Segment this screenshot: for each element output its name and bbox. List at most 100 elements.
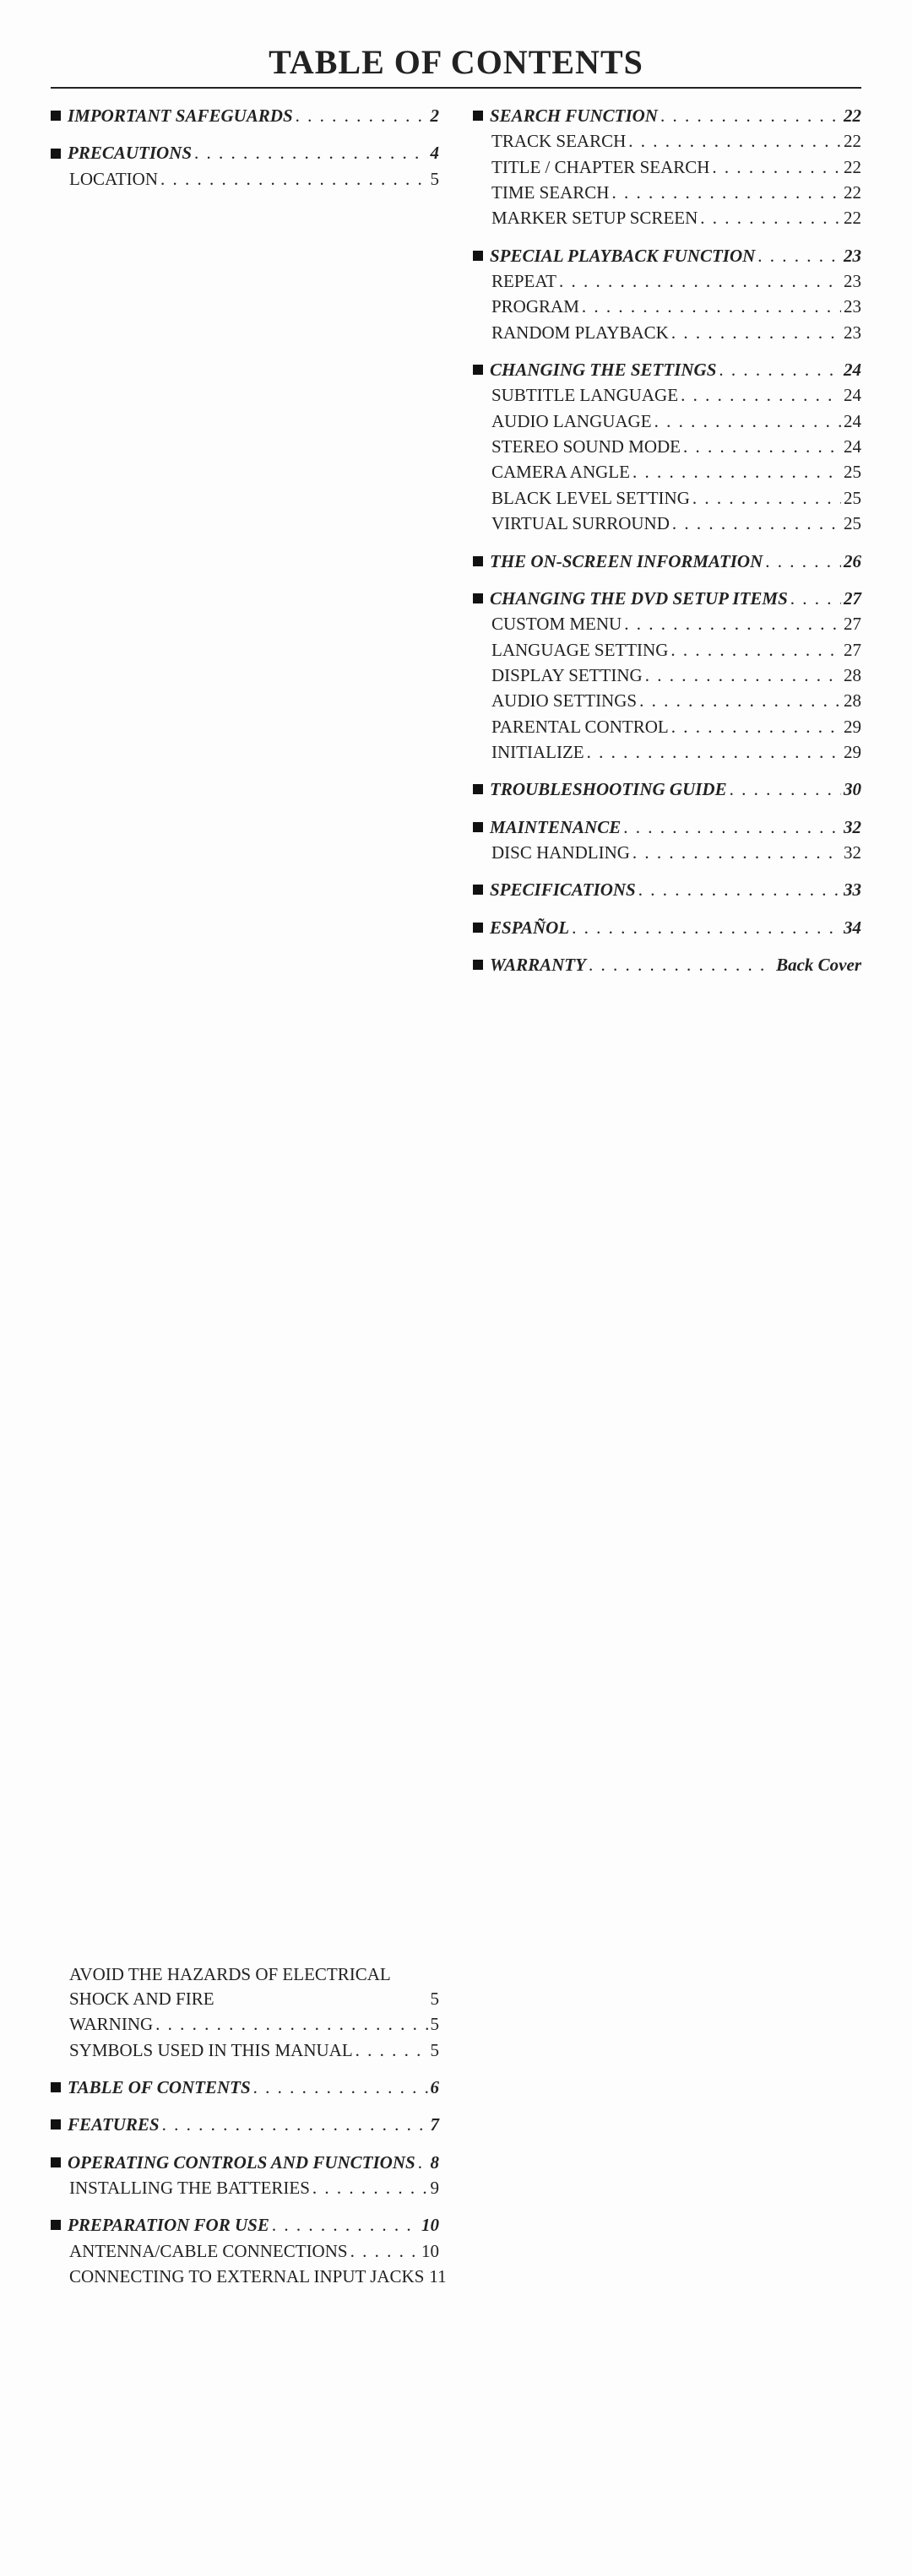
toc-major-entry: TABLE OF CONTENTS6 bbox=[51, 2075, 439, 2099]
toc-major-label: IMPORTANT SAFEGUARDS bbox=[68, 104, 293, 127]
toc-major-entry: CHANGING THE DVD SETUP ITEMS27 bbox=[473, 587, 861, 610]
leader-dots bbox=[623, 815, 841, 839]
toc-minor-entry: CONNECTING TO EXTERNAL INPUT JACKS11 bbox=[51, 2265, 439, 2288]
toc-minor-label: SYMBOLS USED IN THIS MANUAL bbox=[69, 2038, 353, 2062]
toc-minor-label: INITIALIZE bbox=[491, 740, 584, 764]
leader-dots bbox=[672, 511, 841, 535]
toc-major-page: 2 bbox=[431, 104, 440, 127]
toc-minor-entry: INITIALIZE29 bbox=[473, 740, 861, 764]
leader-dots bbox=[692, 486, 841, 510]
toc-major-page: 23 bbox=[844, 244, 861, 268]
right-column: SEARCH FUNCTION22TRACK SEARCH22TITLE / C… bbox=[473, 102, 861, 2576]
toc-section: THE ON-SCREEN INFORMATION26 bbox=[473, 549, 861, 573]
toc-minor-entry: SUBTITLE LANGUAGE24 bbox=[473, 383, 861, 407]
toc-minor-entry: CONNECTING TO AN AMPLIFIER EQUIPPED WITH… bbox=[51, 2290, 439, 2576]
toc-major-page: 10 bbox=[421, 2213, 439, 2237]
toc-major-label: ESPAÑOL bbox=[490, 916, 569, 939]
toc-minor-page: 5 bbox=[431, 2038, 440, 2062]
toc-minor-entry: TIME SEARCH22 bbox=[473, 181, 861, 204]
toc-major-entry: SPECIAL PLAYBACK FUNCTION23 bbox=[473, 244, 861, 268]
page-title: TABLE OF CONTENTS bbox=[51, 42, 861, 89]
toc-major-label: TROUBLESHOOTING GUIDE bbox=[490, 777, 727, 801]
toc-minor-label: AUDIO SETTINGS bbox=[491, 689, 637, 712]
bullet-icon bbox=[473, 251, 483, 261]
toc-major-entry: OPERATING CONTROLS AND FUNCTIONS8 bbox=[51, 2151, 439, 2174]
toc-minor-entry: WARNING5 bbox=[51, 2012, 439, 2036]
bullet-icon bbox=[51, 111, 61, 121]
toc-minor-entry: PARENTAL CONTROL29 bbox=[473, 715, 861, 739]
toc-major-page: 22 bbox=[844, 104, 861, 127]
toc-minor-entry: STEREO SOUND MODE24 bbox=[473, 435, 861, 458]
leader-dots bbox=[296, 104, 428, 127]
toc-major-entry: FEATURES7 bbox=[51, 2113, 439, 2136]
toc-minor-page: 9 bbox=[431, 2176, 440, 2200]
toc-major-label: PRECAUTIONS bbox=[68, 141, 192, 165]
leader-dots bbox=[628, 129, 841, 153]
toc-minor-page: 23 bbox=[844, 269, 861, 293]
toc-section: SEARCH FUNCTION22TRACK SEARCH22TITLE / C… bbox=[473, 104, 861, 230]
page: TABLE OF CONTENTS IMPORTANT SAFEGUARDS 2 P… bbox=[0, 0, 912, 2576]
toc-minor-page: 23 bbox=[844, 321, 861, 344]
leader-dots bbox=[160, 167, 428, 191]
toc-major-entry: PRECAUTIONS4 bbox=[51, 141, 439, 165]
leader-dots bbox=[350, 2239, 419, 2263]
toc-section: WARRANTYBack Cover bbox=[473, 953, 861, 977]
toc-major-entry: ESPAÑOL34 bbox=[473, 916, 861, 939]
toc-minor-label: BLACK LEVEL SETTING bbox=[491, 486, 690, 510]
leader-dots bbox=[765, 549, 841, 573]
bullet-icon bbox=[51, 2220, 61, 2230]
toc-major-entry: SEARCH FUNCTION 22 bbox=[473, 104, 861, 127]
toc-minor-label: AVOID THE HAZARDS OF ELECTRICAL SHOCK AN… bbox=[69, 1962, 426, 2010]
toc-major-label: SEARCH FUNCTION bbox=[490, 104, 658, 127]
toc-minor-label: SUBTITLE LANGUAGE bbox=[491, 383, 678, 407]
toc-minor-entry: LANGUAGE SETTING27 bbox=[473, 638, 861, 662]
leader-dots bbox=[645, 663, 841, 687]
toc-major-page: 33 bbox=[844, 878, 861, 901]
toc-minor-page: 24 bbox=[844, 409, 861, 433]
leader-dots bbox=[790, 587, 841, 610]
toc-minor-entry: TITLE / CHAPTER SEARCH22 bbox=[473, 155, 861, 179]
toc-minor-page: 23 bbox=[844, 295, 861, 318]
toc-minor-page: 11 bbox=[429, 2265, 446, 2288]
toc-major-entry: WARRANTYBack Cover bbox=[473, 953, 861, 977]
toc-minor-entry: MARKER SETUP SCREEN22 bbox=[473, 206, 861, 230]
toc-minor-page: 27 bbox=[844, 612, 861, 636]
leader-dots bbox=[632, 460, 841, 484]
bullet-icon bbox=[473, 593, 483, 603]
toc-major-entry: MAINTENANCE32 bbox=[473, 815, 861, 839]
leader-dots bbox=[272, 2213, 419, 2237]
toc-major-page: 32 bbox=[844, 815, 861, 839]
toc-section: SPECIAL PLAYBACK FUNCTION23REPEAT23PROGR… bbox=[473, 244, 861, 344]
toc-minor-entry: AUDIO SETTINGS28 bbox=[473, 689, 861, 712]
leader-dots bbox=[683, 435, 841, 458]
leader-dots bbox=[162, 2113, 428, 2136]
toc-major-page: 6 bbox=[431, 2075, 440, 2099]
toc-section: OPERATING CONTROLS AND FUNCTIONS8INSTALL… bbox=[51, 2151, 439, 2200]
toc-minor-entry: LOCATION5 bbox=[51, 167, 439, 191]
toc-section: PREPARATION FOR USE10ANTENNA/CABLE CONNE… bbox=[51, 2213, 439, 2576]
bullet-icon bbox=[473, 365, 483, 375]
toc-section: ESPAÑOL34 bbox=[473, 916, 861, 939]
leader-dots bbox=[312, 2176, 428, 2200]
toc-minor-entry: INSTALLING THE BATTERIES9 bbox=[51, 2176, 439, 2200]
toc-minor-entry: DISC HANDLING32 bbox=[473, 841, 861, 864]
left-column: IMPORTANT SAFEGUARDS 2 PRECAUTIONS4LOCATIO… bbox=[51, 102, 439, 2576]
toc-minor-entry: AVOID THE HAZARDS OF ELECTRICAL SHOCK AN… bbox=[51, 192, 439, 2010]
leader-dots bbox=[660, 104, 841, 127]
bullet-icon bbox=[51, 2082, 61, 2092]
toc-minor-label: PARENTAL CONTROL bbox=[491, 715, 669, 739]
toc-section: CHANGING THE SETTINGS24SUBTITLE LANGUAGE… bbox=[473, 358, 861, 535]
leader-dots bbox=[418, 2151, 428, 2174]
leader-dots bbox=[700, 206, 841, 230]
columns: IMPORTANT SAFEGUARDS 2 PRECAUTIONS4LOCATIO… bbox=[51, 102, 861, 2576]
leader-dots bbox=[638, 878, 841, 901]
leader-dots bbox=[670, 638, 841, 662]
toc-major-page: 30 bbox=[844, 777, 861, 801]
toc-minor-label: PROGRAM bbox=[491, 295, 579, 318]
toc-minor-page: 25 bbox=[844, 460, 861, 484]
toc-minor-page: 22 bbox=[844, 181, 861, 204]
toc-major-label: THE ON-SCREEN INFORMATION bbox=[490, 549, 763, 573]
toc-section: TROUBLESHOOTING GUIDE 30 bbox=[473, 777, 861, 801]
toc-minor-entry: DISPLAY SETTING28 bbox=[473, 663, 861, 687]
leader-dots bbox=[712, 155, 841, 179]
